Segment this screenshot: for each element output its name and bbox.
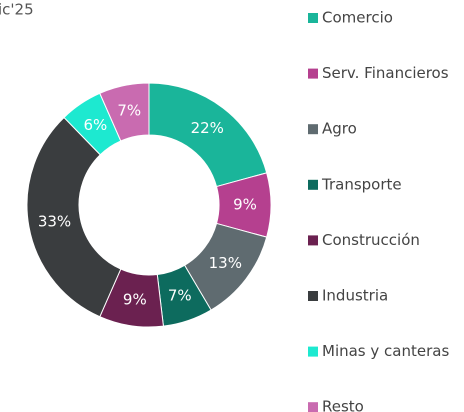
legend-label: Transporte (321, 175, 402, 193)
legend-label: Industria (322, 287, 388, 305)
legend-swatch (308, 179, 318, 190)
legend-swatch (308, 68, 318, 79)
slice (99, 82, 150, 142)
legend-swatch (308, 124, 318, 135)
legend-label: Serv. Financieros (322, 64, 449, 82)
legend-label: Construcción (322, 231, 420, 249)
value-label: 6% (83, 116, 107, 134)
legend-label: Agro (322, 120, 357, 138)
slice (26, 116, 122, 318)
value-label: 7% (117, 102, 141, 120)
chart-title: ic'25 (0, 1, 34, 19)
value-label: 7% (168, 286, 192, 304)
legend-swatch (308, 402, 318, 412)
value-label: 33% (38, 212, 71, 230)
value-label: 22% (191, 119, 224, 137)
value-label: 9% (123, 290, 147, 308)
legend-swatch (308, 346, 318, 357)
legend-swatch (308, 291, 318, 301)
legend-swatch (308, 13, 318, 23)
legend-swatch (308, 235, 318, 246)
legend-label: Resto (322, 398, 364, 412)
legend-label: Minas y canteras (322, 342, 449, 360)
value-label: 9% (233, 196, 257, 214)
legend-label: Comercio (322, 9, 393, 27)
value-label: 13% (209, 254, 242, 272)
